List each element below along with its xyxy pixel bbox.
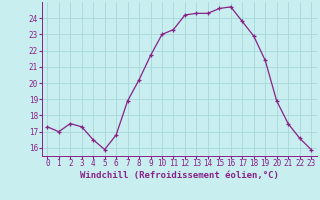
X-axis label: Windchill (Refroidissement éolien,°C): Windchill (Refroidissement éolien,°C)	[80, 171, 279, 180]
